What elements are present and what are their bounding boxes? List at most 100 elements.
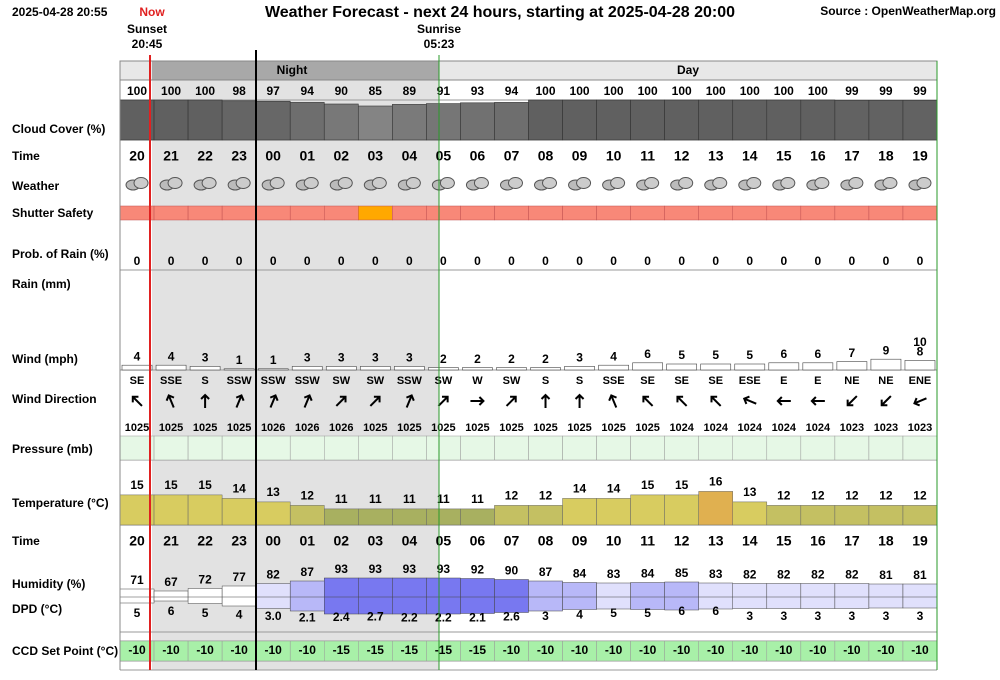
dpd-value: 6 <box>678 604 685 618</box>
humidity-value: 82 <box>267 568 281 582</box>
temp-bar <box>698 491 733 526</box>
humidity-bar <box>255 583 291 609</box>
wind-arrow <box>335 395 347 407</box>
temp-bar <box>494 505 529 526</box>
dpd-value: 2.2 <box>401 610 418 624</box>
wind-value: 6 <box>644 347 651 361</box>
pressure-value: 1025 <box>125 422 149 434</box>
humidity-value: 82 <box>743 568 757 582</box>
cloud-value: 100 <box>740 84 760 98</box>
cloud-bar <box>426 103 461 141</box>
wind-direction: SSE <box>160 375 182 387</box>
humidity-bar <box>766 583 802 609</box>
wind-bar <box>359 366 391 371</box>
cloud-value: 98 <box>232 84 246 98</box>
weather-icon <box>636 177 660 191</box>
weather-icon <box>806 177 830 191</box>
day-label: Day <box>677 63 699 77</box>
weather-icon <box>125 177 149 191</box>
cloud-bar <box>460 102 495 141</box>
cloud-bar <box>392 104 427 141</box>
shutter-cell <box>153 205 189 221</box>
wind-value: 5 <box>712 348 719 362</box>
humidity-bar <box>289 580 325 612</box>
rain-prob: 0 <box>236 254 243 268</box>
weather-icon <box>874 177 898 191</box>
rain-prob: 0 <box>917 254 924 268</box>
dpd-value: 6 <box>712 604 719 618</box>
ccd-value: -10 <box>162 643 180 657</box>
hour: 09 <box>572 148 588 164</box>
humidity-value: 82 <box>845 568 859 582</box>
ccd-value: -15 <box>469 643 487 657</box>
cloud-shape <box>303 177 319 189</box>
humidity-bar <box>119 588 155 604</box>
cloud-bar <box>868 100 904 141</box>
rain-prob: 0 <box>168 254 175 268</box>
pressure-cell <box>562 435 597 461</box>
humidity-value: 85 <box>675 566 689 580</box>
pressure-cell <box>119 435 155 461</box>
wind-arrow <box>131 395 143 407</box>
temp-value: 12 <box>913 489 927 503</box>
weather-icon <box>602 177 626 191</box>
weather-icon <box>704 177 728 191</box>
hour: 22 <box>197 533 213 549</box>
hour: 15 <box>776 148 792 164</box>
humidity-bar <box>596 582 631 610</box>
humidity-bar <box>528 580 563 612</box>
humidity-bar <box>358 577 393 615</box>
title: Weather Forecast - next 24 hours, starti… <box>265 4 735 21</box>
humidity-bar <box>630 582 665 610</box>
cloud-value: 100 <box>127 84 147 98</box>
dpd-value: 2.4 <box>333 610 350 624</box>
temp-bar <box>426 508 461 526</box>
wind-value: 2 <box>440 352 447 366</box>
ccd-value: -10 <box>809 643 827 657</box>
shutter-cell <box>187 205 223 221</box>
pressure-cell <box>698 435 733 461</box>
wind-arrow <box>470 396 485 406</box>
weather-icon <box>534 177 558 191</box>
wind-direction: SE <box>640 375 655 387</box>
pressure-cell <box>494 435 529 461</box>
dpd-value: 3 <box>883 609 890 623</box>
wind-bar <box>394 366 425 371</box>
temp-bar <box>630 494 665 526</box>
shutter-cell <box>902 205 938 221</box>
temp-bar <box>868 505 904 526</box>
dpd-value: 3 <box>917 609 924 623</box>
cloud-value: 93 <box>471 84 485 98</box>
wind-bar <box>632 362 663 371</box>
rain-prob: 0 <box>406 254 413 268</box>
hour: 19 <box>912 533 928 549</box>
humidity-bar <box>187 588 223 604</box>
pressure-cell <box>902 435 938 461</box>
cloud-bar <box>494 102 529 141</box>
wind-direction: S <box>576 375 583 387</box>
cloud-shape <box>882 177 898 189</box>
dpd-value: 5 <box>202 606 209 620</box>
humidity-value: 93 <box>437 562 451 576</box>
hour: 12 <box>674 148 690 164</box>
wind-arrow <box>776 396 791 406</box>
temp-value: 12 <box>539 489 553 503</box>
wind-arrow <box>269 394 279 408</box>
ccd-value: -10 <box>196 643 214 657</box>
wind-direction: ENE <box>909 375 932 387</box>
rain-prob: 0 <box>815 254 822 268</box>
wind-direction: SSW <box>295 375 321 387</box>
temp-bar <box>255 501 291 526</box>
wind-arrow <box>505 395 517 407</box>
hour: 01 <box>299 148 315 164</box>
humidity-value: 71 <box>130 573 144 587</box>
pressure-value: 1024 <box>772 422 797 434</box>
temp-bar <box>324 508 359 526</box>
hour: 01 <box>299 533 315 549</box>
wind-arrow <box>608 394 618 408</box>
cloud-shape <box>269 177 285 189</box>
shutter-cell <box>766 205 802 221</box>
pressure-value: 1025 <box>465 422 489 434</box>
wind-arrow <box>165 394 175 408</box>
